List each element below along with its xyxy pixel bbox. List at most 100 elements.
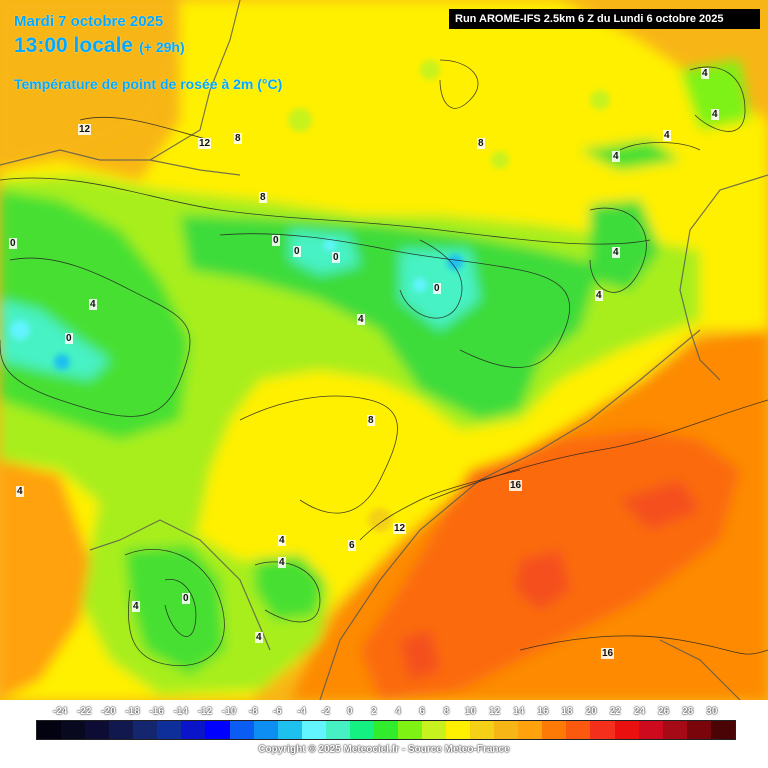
isoline-value-label: 0	[65, 333, 73, 344]
isoline-value-label: 16	[601, 648, 615, 659]
isoline-value-label: 6	[348, 540, 356, 551]
legend-swatch	[253, 721, 278, 739]
isoline-value-label: 4	[595, 290, 603, 301]
legend-label: 22	[609, 706, 621, 717]
legend-label: 12	[489, 706, 501, 717]
legend-swatch	[301, 721, 326, 739]
legend-swatch	[157, 721, 182, 739]
legend-label: 10	[464, 706, 477, 717]
legend-label: 0	[347, 706, 353, 717]
legend-swatch	[422, 721, 447, 739]
isoline-value-label: 12	[393, 523, 407, 534]
legend-swatch	[133, 721, 158, 739]
legend-label: 20	[585, 706, 597, 717]
field-detail	[10, 60, 610, 532]
dewpoint-isolines	[0, 59, 768, 667]
legend-swatch	[349, 721, 374, 739]
legend-swatch	[37, 721, 62, 739]
isoline-value-label: 12	[198, 138, 212, 149]
parameter-title: Température de point de rosée à 2m (°C)	[14, 76, 283, 92]
legend-swatch	[614, 721, 639, 739]
legend-swatch	[542, 721, 567, 739]
legend-label: -24	[52, 706, 68, 717]
isoline-value-label: 4	[357, 314, 365, 325]
legend-swatch	[566, 721, 591, 739]
isoline-value-label: 8	[477, 138, 485, 149]
legend-label: 4	[395, 706, 401, 717]
legend-swatch	[494, 721, 519, 739]
isoline-value-label: 4	[132, 601, 140, 612]
legend-label: -6	[272, 706, 282, 717]
legend-swatch	[109, 721, 134, 739]
legend-label: -20	[101, 706, 116, 717]
legend-swatch	[229, 721, 254, 739]
legend-swatch	[686, 721, 711, 739]
local-time: 13:00 locale	[14, 34, 134, 57]
legend-label: 18	[561, 706, 573, 717]
isoline-value-label: 4	[16, 486, 24, 497]
isoline-value-label: 4	[278, 535, 286, 546]
isoline-value-label: 4	[711, 109, 719, 120]
legend-swatch	[277, 721, 302, 739]
legend-label: -4	[297, 706, 306, 717]
legend-swatch	[590, 721, 615, 739]
isoline-value-label: 4	[701, 68, 709, 79]
legend-label: 16	[537, 706, 549, 717]
forecast-time: 13:00 locale (+ 29h)	[14, 34, 185, 59]
isoline-value-label: 4	[612, 247, 620, 258]
legend-swatch	[710, 721, 735, 739]
isoline-value-label: 4	[255, 632, 263, 643]
legend-label: 8	[443, 706, 450, 717]
legend-label: 14	[513, 706, 525, 717]
legend-label: -8	[248, 706, 258, 717]
isoline-value-label: 0	[332, 252, 340, 263]
copyright-text: Copyright © 2025 Meteociel.fr - Source M…	[258, 744, 510, 755]
legend-label: 26	[658, 706, 670, 717]
legend-swatch	[61, 721, 86, 739]
legend-swatch	[518, 721, 543, 739]
legend-swatch	[638, 721, 663, 739]
legend-label: -2	[321, 706, 331, 717]
isoline-value-label: 8	[367, 415, 375, 426]
legend-label: 6	[419, 706, 425, 717]
legend-swatch	[373, 721, 398, 739]
legend-label: -16	[149, 706, 164, 717]
isoline-value-label: 0	[9, 238, 17, 249]
legend-swatch	[397, 721, 422, 739]
forecast-date: Mardi 7 octobre 2025	[14, 13, 164, 30]
isoline-value-label: 4	[612, 151, 620, 162]
isoline-value-label: 16	[509, 480, 523, 491]
legend-label: -12	[197, 706, 213, 717]
dewpoint-field	[0, 0, 768, 700]
legend-label: 2	[371, 706, 377, 717]
legend-swatch	[325, 721, 350, 739]
legend-label: -18	[125, 706, 140, 717]
isoline-value-label: 8	[259, 192, 267, 203]
legend-swatch	[446, 721, 471, 739]
isoline-value-label: 0	[272, 235, 280, 246]
isoline-value-label: 0	[433, 283, 441, 294]
legend-label: 30	[706, 706, 718, 717]
legend-swatch	[470, 721, 495, 739]
isoline-value-label: 12	[78, 124, 92, 135]
legend-label: -22	[77, 706, 92, 717]
legend-swatch	[205, 721, 230, 739]
isoline-value-label: 4	[89, 299, 97, 310]
lead-time: (+ 29h)	[139, 39, 185, 55]
legend-color-bar	[36, 720, 736, 740]
isoline-value-label: 8	[234, 133, 242, 144]
legend-label: 24	[633, 706, 645, 717]
isoline-value-label: 0	[182, 593, 190, 604]
color-legend: -24 -22 -20 -18 -16 -14 -12 -10 -8 -6 -4 -2 0 2 4 6 8 10 1…	[0, 700, 768, 768]
legend-swatch	[662, 721, 687, 739]
legend-swatch	[181, 721, 206, 739]
legend-label: -14	[173, 706, 189, 717]
legend-label: -10	[221, 706, 237, 717]
isoline-value-label: 4	[663, 130, 671, 141]
run-info-banner: Run AROME-IFS 2.5km 6 Z du Lundi 6 octob…	[449, 9, 760, 29]
isoline-value-label: 0	[293, 246, 301, 257]
legend-swatch	[85, 721, 110, 739]
legend-label: 28	[682, 706, 694, 717]
